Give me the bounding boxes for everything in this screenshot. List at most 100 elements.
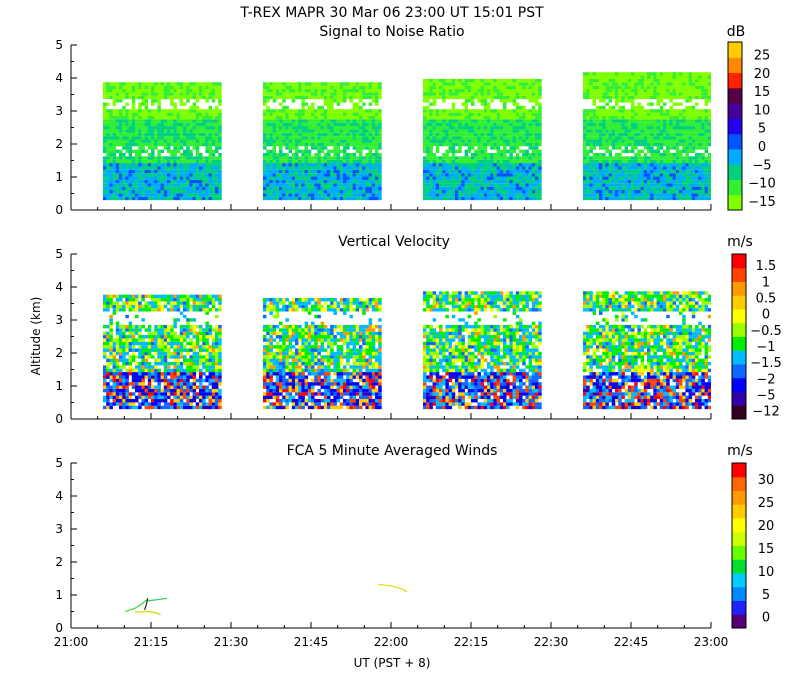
snr-cell bbox=[685, 139, 689, 143]
snr-cell bbox=[346, 176, 350, 180]
snr-cell bbox=[679, 92, 683, 96]
snr-cell bbox=[135, 152, 139, 157]
snr-cell bbox=[458, 156, 462, 160]
snr-cell bbox=[183, 176, 187, 180]
snr-cell bbox=[487, 109, 491, 113]
snr-cell bbox=[138, 92, 142, 96]
snr-cell bbox=[109, 183, 113, 187]
snr-cell bbox=[189, 156, 193, 160]
snr-cell bbox=[442, 176, 446, 180]
snr-cell bbox=[615, 193, 619, 197]
snr-cell bbox=[695, 75, 699, 79]
snr-cell bbox=[346, 146, 350, 150]
snr-cell bbox=[365, 112, 369, 116]
snr-cell bbox=[183, 173, 187, 177]
snr-cell bbox=[663, 95, 667, 100]
snr-cell bbox=[589, 122, 593, 127]
snr-cell bbox=[589, 186, 593, 191]
snr-cell bbox=[512, 112, 517, 116]
snr-cell bbox=[323, 95, 328, 100]
snr-cell bbox=[269, 186, 273, 191]
snr-cell bbox=[285, 196, 289, 201]
snr-cell bbox=[682, 166, 686, 170]
snr-cell bbox=[698, 92, 702, 96]
snr-cell bbox=[355, 163, 360, 167]
snr-cell bbox=[480, 193, 485, 197]
snr-cell bbox=[653, 115, 657, 120]
snr-title: Signal to Noise Ratio bbox=[319, 24, 464, 40]
snr-cell bbox=[211, 186, 216, 191]
snr-cell bbox=[122, 85, 126, 90]
snr-cell bbox=[666, 119, 670, 123]
snr-cell bbox=[704, 190, 709, 194]
snr-cell bbox=[135, 122, 139, 127]
snr-cell bbox=[439, 169, 443, 174]
snr-cell bbox=[624, 179, 629, 184]
snr-cell bbox=[195, 166, 200, 170]
snr-cell bbox=[608, 186, 613, 191]
snr-cell bbox=[679, 159, 683, 164]
snr-cell bbox=[218, 119, 222, 123]
snr-cell bbox=[663, 115, 667, 120]
snr-cell bbox=[647, 186, 651, 191]
snr-cell bbox=[679, 193, 683, 197]
snr-cell bbox=[675, 149, 680, 154]
snr-cell bbox=[679, 139, 683, 143]
snr-cell bbox=[327, 92, 331, 96]
snr-cell bbox=[461, 115, 465, 120]
snr-cell bbox=[522, 105, 526, 110]
snr-cell bbox=[163, 92, 168, 96]
snr-cell bbox=[522, 142, 526, 147]
snr-cell bbox=[669, 92, 673, 96]
snr-cell bbox=[538, 129, 542, 133]
snr-cell bbox=[480, 78, 485, 83]
snr-cell bbox=[144, 119, 149, 123]
snr-cell bbox=[461, 112, 465, 116]
snr-cell bbox=[535, 78, 539, 83]
snr-cell bbox=[186, 129, 190, 133]
snr-cell bbox=[208, 92, 213, 96]
snr-cell bbox=[634, 129, 638, 133]
snr-cell bbox=[509, 112, 513, 116]
snr-cell bbox=[426, 105, 430, 110]
snr-cell bbox=[327, 115, 331, 120]
snr-cell bbox=[282, 119, 286, 123]
snr-cell bbox=[119, 109, 123, 113]
snr-cell bbox=[163, 163, 168, 167]
snr-cell bbox=[359, 159, 363, 164]
snr-cell bbox=[106, 163, 110, 167]
snr-cell bbox=[147, 146, 152, 150]
snr-cell bbox=[269, 109, 273, 113]
snr-cell bbox=[291, 122, 296, 127]
snr-cell bbox=[691, 156, 696, 160]
snr-cell bbox=[103, 186, 107, 191]
snr-cell bbox=[618, 159, 622, 164]
snr-cell bbox=[378, 163, 382, 167]
snr-cell bbox=[471, 183, 475, 187]
snr-cell bbox=[365, 92, 369, 96]
snr-cell bbox=[487, 105, 491, 110]
snr-cell bbox=[103, 193, 107, 197]
snr-cell bbox=[307, 186, 312, 191]
snr-cell bbox=[432, 193, 437, 197]
snr-cell bbox=[653, 132, 657, 137]
snr-cell bbox=[525, 173, 529, 177]
snr-cell bbox=[157, 163, 161, 167]
snr-cell bbox=[672, 193, 677, 197]
snr-cell bbox=[291, 89, 296, 93]
snr-cell bbox=[135, 95, 139, 100]
snr-cell bbox=[122, 105, 126, 110]
snr-cell bbox=[272, 92, 277, 96]
snr-cell bbox=[592, 139, 597, 143]
snr-cell bbox=[615, 89, 619, 93]
snr-cell bbox=[519, 132, 523, 137]
snr-cell bbox=[189, 163, 193, 167]
snr-cell bbox=[311, 183, 315, 187]
snr-cell bbox=[115, 136, 120, 140]
snr-cell bbox=[355, 149, 360, 154]
snr-cell bbox=[663, 190, 667, 194]
snr-cell bbox=[627, 149, 632, 154]
snr-cell bbox=[167, 176, 171, 180]
snr-cell bbox=[583, 139, 587, 143]
snr-cell bbox=[650, 95, 654, 100]
